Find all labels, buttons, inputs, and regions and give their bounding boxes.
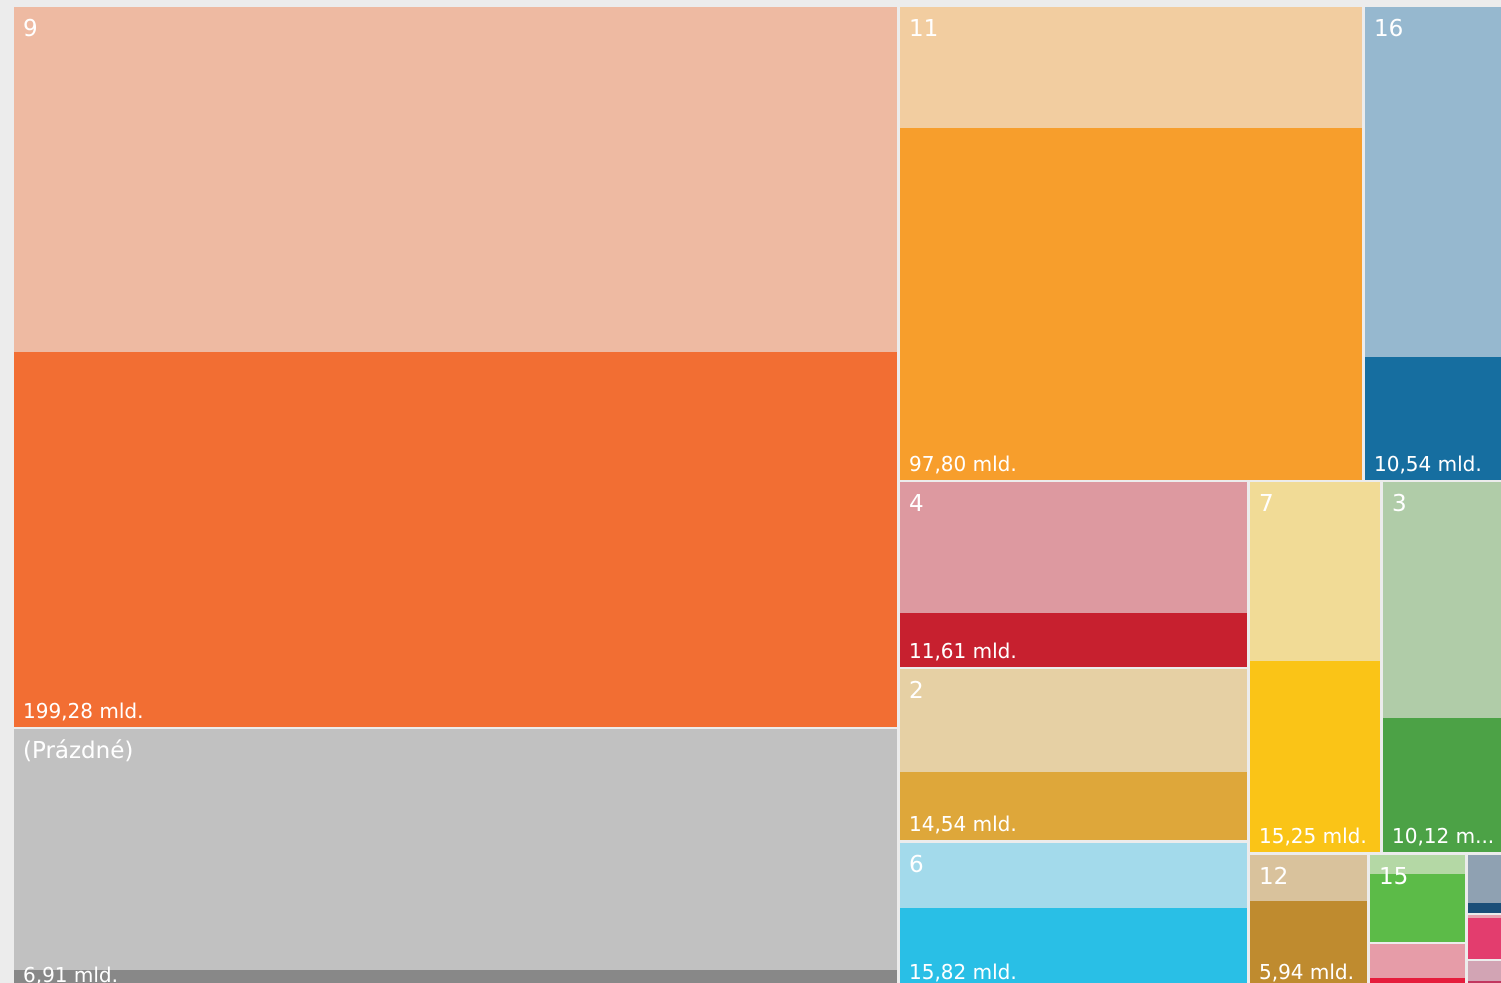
treemap-value-label: 199,28 mld.	[23, 699, 144, 723]
treemap-value-label: 11,61 mld.	[909, 639, 1017, 663]
treemap-tile-total-area	[14, 729, 897, 970]
treemap-category-label: 9	[23, 16, 38, 42]
treemap-tile-15[interactable]: 15	[1370, 855, 1465, 942]
treemap-tile-value-area	[1370, 978, 1465, 983]
treemap-value-label: 10,12 m...	[1392, 824, 1495, 848]
treemap-tile-total-area	[1250, 482, 1380, 661]
treemap-tile-total-area	[1365, 7, 1501, 357]
treemap-tile-total-area	[900, 482, 1247, 613]
treemap-tile-value-area	[1365, 357, 1501, 480]
treemap-value-label: 5,94 mld.	[1259, 960, 1354, 983]
treemap-tile-unlabeled-12[interactable]	[1468, 915, 1501, 959]
treemap-tile-unlabeled-14[interactable]	[1468, 961, 1501, 983]
treemap-tile-4[interactable]: 4 11,61 mld.	[900, 482, 1247, 667]
treemap-value-label: 97,80 mld.	[909, 452, 1017, 476]
treemap-category-label: 16	[1374, 16, 1404, 42]
treemap-tile-value-area	[900, 128, 1362, 480]
treemap-value-label: 15,25 mld.	[1259, 824, 1367, 848]
treemap-tile-total-area	[14, 7, 897, 352]
treemap-tile-value-area	[1250, 661, 1380, 852]
treemap-tile-total-area	[1370, 855, 1465, 874]
treemap-value-label: 15,82 mld.	[909, 960, 1017, 983]
treemap-category-label: 4	[909, 491, 924, 517]
treemap-tile-value-area	[1250, 901, 1367, 983]
treemap-tile-total-area	[1468, 961, 1501, 981]
treemap-tile-total-area	[900, 843, 1247, 908]
treemap-tile-pr-zdn[interactable]: (Prázdné) 6,91 mld.	[14, 729, 897, 983]
treemap-category-label: 6	[909, 852, 924, 878]
treemap-category-label: 7	[1259, 491, 1274, 517]
treemap-tile-2[interactable]: 2 14,54 mld.	[900, 669, 1247, 840]
treemap-tile-total-area	[1383, 482, 1501, 718]
treemap-tile-value-area	[900, 613, 1247, 667]
treemap-category-label: (Prázdné)	[23, 738, 134, 764]
treemap-tile-unlabeled-13[interactable]	[1370, 944, 1465, 983]
treemap-tile-value-area	[1383, 718, 1501, 852]
treemap-tile-total-area	[1468, 915, 1501, 918]
treemap-tile-total-area	[1370, 944, 1465, 978]
treemap-tile-value-area	[1468, 981, 1501, 983]
treemap-tile-value-area	[14, 970, 897, 983]
treemap-tile-9[interactable]: 9 199,28 mld.	[14, 7, 897, 727]
treemap-category-label: 15	[1379, 864, 1409, 890]
treemap-tile-value-area	[14, 352, 897, 727]
treemap-tile-16[interactable]: 16 10,54 mld.	[1365, 7, 1501, 480]
treemap-tile-6[interactable]: 6 15,82 mld.	[900, 843, 1247, 983]
treemap-tile-12[interactable]: 12 5,94 mld.	[1250, 855, 1367, 983]
treemap-tile-total-area	[900, 7, 1362, 128]
treemap-tile-value-area	[900, 772, 1247, 840]
treemap-category-label: 11	[909, 16, 939, 42]
treemap-tile-11[interactable]: 11 97,80 mld.	[900, 7, 1362, 480]
treemap-category-label: 3	[1392, 491, 1407, 517]
treemap-category-label: 12	[1259, 864, 1289, 890]
treemap-tile-7[interactable]: 7 15,25 mld.	[1250, 482, 1380, 852]
treemap-tile-value-area	[1370, 874, 1465, 942]
treemap-tile-total-area	[1250, 855, 1367, 901]
treemap-tile-unlabeled-11[interactable]	[1468, 855, 1501, 913]
treemap-tile-value-area	[900, 908, 1247, 983]
treemap-tile-total-area	[900, 669, 1247, 772]
treemap-value-label: 6,91 mld.	[23, 963, 118, 983]
treemap-tile-total-area	[1468, 855, 1501, 903]
treemap-value-label: 14,54 mld.	[909, 812, 1017, 836]
treemap-tile-value-area	[1468, 918, 1501, 959]
treemap-tile-3[interactable]: 3 10,12 m...	[1383, 482, 1501, 852]
treemap-category-label: 2	[909, 678, 924, 704]
treemap-value-label: 10,54 mld.	[1374, 452, 1482, 476]
treemap-tile-value-area	[1468, 903, 1501, 913]
